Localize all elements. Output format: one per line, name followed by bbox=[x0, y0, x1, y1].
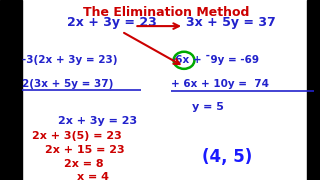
Text: x = 4: x = 4 bbox=[77, 172, 109, 180]
Text: 2x + 15 = 23: 2x + 15 = 23 bbox=[45, 145, 124, 155]
Text: 2x + 3(5) = 23: 2x + 3(5) = 23 bbox=[32, 131, 122, 141]
Text: -3(2x + 3y = 23): -3(2x + 3y = 23) bbox=[22, 55, 118, 65]
Text: 2(3x + 5y = 37): 2(3x + 5y = 37) bbox=[22, 79, 114, 89]
Bar bbox=[0, 0, 22, 180]
Text: 2x + 3y = 23: 2x + 3y = 23 bbox=[67, 16, 157, 29]
Bar bbox=[307, 0, 320, 180]
Text: 3x + 5y = 37: 3x + 5y = 37 bbox=[186, 16, 275, 29]
Text: 2x = 8: 2x = 8 bbox=[64, 159, 104, 169]
Text: The Elimination Method: The Elimination Method bbox=[83, 6, 250, 19]
Text: 2x + 3y = 23: 2x + 3y = 23 bbox=[58, 116, 137, 126]
Text: y = 5: y = 5 bbox=[192, 102, 224, 112]
Text: -6x + ¯9y = -69: -6x + ¯9y = -69 bbox=[171, 55, 259, 65]
Text: (4, 5): (4, 5) bbox=[202, 148, 252, 166]
Text: + 6x + 10y =  74: + 6x + 10y = 74 bbox=[171, 79, 269, 89]
